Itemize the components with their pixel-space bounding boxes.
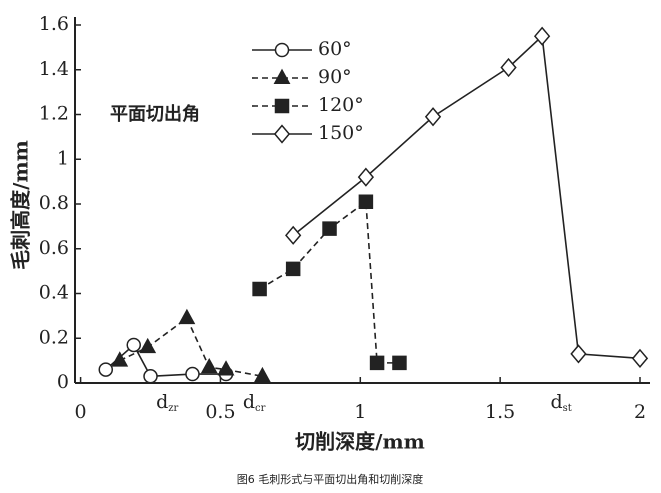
y-tick-label: 1.2 <box>39 103 69 125</box>
legend-marker <box>274 42 290 58</box>
legend-label: 60° <box>318 38 352 60</box>
point <box>424 107 442 127</box>
point <box>322 221 337 236</box>
annotation-text: d <box>243 391 255 413</box>
point <box>126 337 141 353</box>
point <box>111 351 129 367</box>
point <box>500 57 517 78</box>
legend-label: 150° <box>318 122 364 144</box>
x-tick-label: 0 <box>75 401 87 423</box>
point <box>178 308 196 325</box>
point <box>200 357 218 374</box>
x-axis-label: 切削深度/mm <box>295 430 425 454</box>
point <box>285 225 302 245</box>
y-tick-label: 1.6 <box>39 13 69 35</box>
annotation: dzr <box>156 391 178 414</box>
caption: 图6 毛刺形式与平面切出角和切削深度 <box>237 472 424 486</box>
annotation-sub: zr <box>168 403 178 414</box>
y-tick-label: 0.8 <box>39 192 69 214</box>
point <box>252 281 267 297</box>
point <box>139 337 157 354</box>
point <box>570 344 587 364</box>
point <box>253 366 271 383</box>
x-tick-label: 2 <box>634 401 646 423</box>
annotation: dst <box>550 391 571 414</box>
legend-title: 平面切出角 <box>110 103 200 125</box>
point <box>358 194 374 210</box>
annotation-text: d <box>156 391 168 413</box>
annotation-sub: st <box>563 403 572 414</box>
point <box>185 366 200 382</box>
point <box>533 26 551 46</box>
legend-marker <box>273 124 291 144</box>
point <box>369 355 385 371</box>
legend-label: 120° <box>318 94 364 116</box>
point <box>98 362 114 377</box>
legend-marker <box>273 68 291 84</box>
y-axis-label: 毛刺高度/mm <box>9 140 33 270</box>
point <box>217 360 235 376</box>
legend-label: 90° <box>318 66 352 88</box>
point <box>143 369 158 384</box>
point <box>631 348 649 368</box>
annotation-text: d <box>550 391 562 413</box>
y-tick-label: 0.4 <box>39 282 69 304</box>
legend-marker <box>274 98 290 114</box>
point <box>285 261 301 277</box>
x-tick-label: 1.5 <box>485 401 515 423</box>
point <box>392 355 407 371</box>
annotation-sub: cr <box>255 403 266 414</box>
annotation: dcr <box>243 391 266 414</box>
y-tick-label: 0 <box>57 371 69 393</box>
x-tick-label: 0.5 <box>205 401 235 423</box>
y-tick-label: 0.2 <box>39 326 69 348</box>
x-tick-label: 1 <box>354 401 366 423</box>
y-tick-label: 1.4 <box>39 58 69 80</box>
y-tick-label: 1 <box>57 147 69 169</box>
y-tick-label: 0.6 <box>39 237 69 259</box>
point <box>357 167 375 187</box>
